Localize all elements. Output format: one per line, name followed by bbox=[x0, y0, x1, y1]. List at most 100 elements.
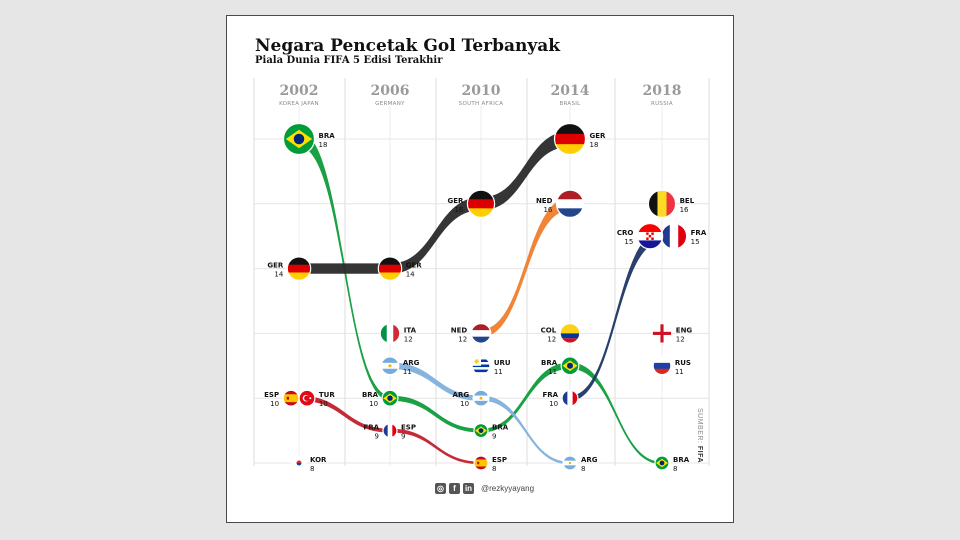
series-line-fra bbox=[570, 230, 662, 401]
flag-ger-icon bbox=[286, 256, 312, 281]
goal-value-label: 9 bbox=[492, 433, 496, 441]
flag-arg-icon bbox=[380, 356, 400, 376]
source-label: SUMBER: bbox=[696, 408, 703, 444]
goal-value-label: 12 bbox=[404, 335, 413, 343]
flag-bra-icon bbox=[560, 356, 580, 376]
flag-fra-icon bbox=[660, 222, 688, 250]
flag-ned-icon bbox=[470, 323, 492, 344]
flag-arg-icon bbox=[472, 389, 490, 407]
goal-value-label: 8 bbox=[310, 465, 314, 473]
flag-rus-icon bbox=[652, 356, 672, 376]
flag-ger-icon bbox=[553, 122, 587, 156]
flag-ger-icon bbox=[466, 189, 496, 218]
flag-eng-icon bbox=[651, 323, 673, 344]
team-code-label: TUR bbox=[319, 391, 335, 399]
goal-value-label: 14 bbox=[406, 271, 415, 279]
goal-value-label: 16 bbox=[680, 206, 689, 214]
host-label: BRASIL bbox=[559, 101, 581, 107]
team-code-label: ARG bbox=[581, 456, 598, 464]
team-code-label: NED bbox=[536, 197, 553, 205]
goal-value-label: 8 bbox=[673, 465, 677, 473]
goal-value-label: 11 bbox=[403, 368, 412, 376]
team-code-label: GER bbox=[267, 262, 284, 270]
instagram-icon[interactable]: ◎ bbox=[435, 483, 446, 494]
team-code-label: ENG bbox=[676, 326, 693, 334]
flag-bel-icon bbox=[647, 189, 677, 218]
team-code-label: BRA bbox=[319, 132, 336, 140]
team-code-label: CRO bbox=[617, 229, 634, 237]
source-name: FIFA bbox=[696, 445, 703, 464]
team-code-label: FRA bbox=[691, 229, 707, 237]
host-label: KOREA JAPAN bbox=[279, 101, 319, 107]
facebook-icon[interactable]: f bbox=[449, 483, 460, 494]
team-code-label: ESP bbox=[401, 424, 416, 432]
goal-value-label: 11 bbox=[548, 368, 557, 376]
source-note: SUMBER: FIFA bbox=[696, 408, 703, 463]
flag-fra-icon bbox=[382, 423, 398, 439]
team-code-label: ITA bbox=[404, 326, 417, 334]
bump-chart: 2002 KOREA JAPAN 2006 GERMANY 2010 SOUTH AFRI… bbox=[253, 78, 710, 473]
flag-bra-icon bbox=[381, 389, 399, 407]
team-code-label: ESP bbox=[492, 456, 507, 464]
goal-value-label: 9 bbox=[375, 433, 379, 441]
year-label: 2002 bbox=[280, 83, 319, 99]
team-code-label: GER bbox=[406, 262, 423, 270]
team-code-label: BEL bbox=[680, 197, 695, 205]
series-line-arg bbox=[481, 395, 570, 465]
series-line-bra bbox=[390, 395, 481, 433]
series-line-ger bbox=[390, 197, 481, 274]
team-code-label: FRA bbox=[543, 391, 559, 399]
team-code-label: BRA bbox=[673, 456, 690, 464]
goal-value-label: 8 bbox=[492, 465, 496, 473]
year-label: 2010 bbox=[462, 83, 501, 99]
flag-esp-icon bbox=[282, 389, 300, 407]
goal-value-label: 8 bbox=[581, 465, 585, 473]
goal-value-label: 10 bbox=[270, 400, 279, 408]
host-label: GERMANY bbox=[375, 101, 405, 107]
flag-uru-icon bbox=[471, 356, 491, 376]
flag-esp-icon bbox=[473, 455, 489, 471]
year-label: 2018 bbox=[643, 83, 682, 99]
series-line-esp bbox=[390, 428, 481, 465]
goal-value-label: 12 bbox=[458, 335, 467, 343]
social-handle: @rezkyyayang bbox=[481, 484, 535, 493]
team-code-label: ARG bbox=[403, 359, 420, 367]
series-line-ned bbox=[481, 197, 570, 338]
linkedin-icon[interactable]: in bbox=[463, 483, 474, 494]
chart-card: 2002 KOREA JAPAN 2006 GERMANY 2010 SOUTH AFRI… bbox=[226, 15, 734, 523]
team-code-label: URU bbox=[494, 359, 511, 367]
goal-value-label: 9 bbox=[401, 433, 405, 441]
goal-value-label: 16 bbox=[454, 206, 463, 214]
goal-value-label: 10 bbox=[369, 400, 378, 408]
goal-value-label: 11 bbox=[494, 368, 503, 376]
year-label: 2006 bbox=[371, 83, 410, 99]
team-code-label: BRA bbox=[362, 391, 379, 399]
series-line-ger bbox=[481, 131, 570, 211]
flag-cro-icon bbox=[636, 222, 664, 250]
flag-fra-icon bbox=[561, 389, 579, 407]
series-line-bra bbox=[481, 362, 570, 433]
goal-value-label: 15 bbox=[691, 238, 700, 246]
team-code-label: KOR bbox=[310, 456, 327, 464]
goal-value-label: 10 bbox=[549, 400, 558, 408]
series-line-arg bbox=[390, 362, 481, 401]
flag-bra-icon bbox=[654, 455, 670, 471]
team-code-label: FRA bbox=[363, 424, 379, 432]
flag-arg-icon bbox=[562, 455, 578, 471]
flag-bra-icon bbox=[282, 122, 316, 156]
goal-value-label: 15 bbox=[624, 238, 633, 246]
chart-title: Negara Pencetak Gol Terbanyak bbox=[255, 36, 561, 56]
flag-ita-icon bbox=[379, 323, 401, 344]
series-line-ger bbox=[299, 263, 390, 274]
goal-value-label: 12 bbox=[676, 335, 685, 343]
team-code-label: BRA bbox=[541, 359, 558, 367]
flag-kor-icon bbox=[291, 455, 307, 471]
team-code-label: ARG bbox=[453, 391, 470, 399]
team-code-label: COL bbox=[541, 326, 557, 334]
goal-value-label: 14 bbox=[274, 271, 283, 279]
host-label: RUSSIA bbox=[651, 101, 673, 107]
flag-col-icon bbox=[559, 323, 581, 344]
goal-value-label: 11 bbox=[675, 368, 684, 376]
chart-subtitle: Piala Dunia FIFA 5 Edisi Terakhir bbox=[255, 55, 443, 66]
flag-tur-icon bbox=[298, 389, 316, 407]
